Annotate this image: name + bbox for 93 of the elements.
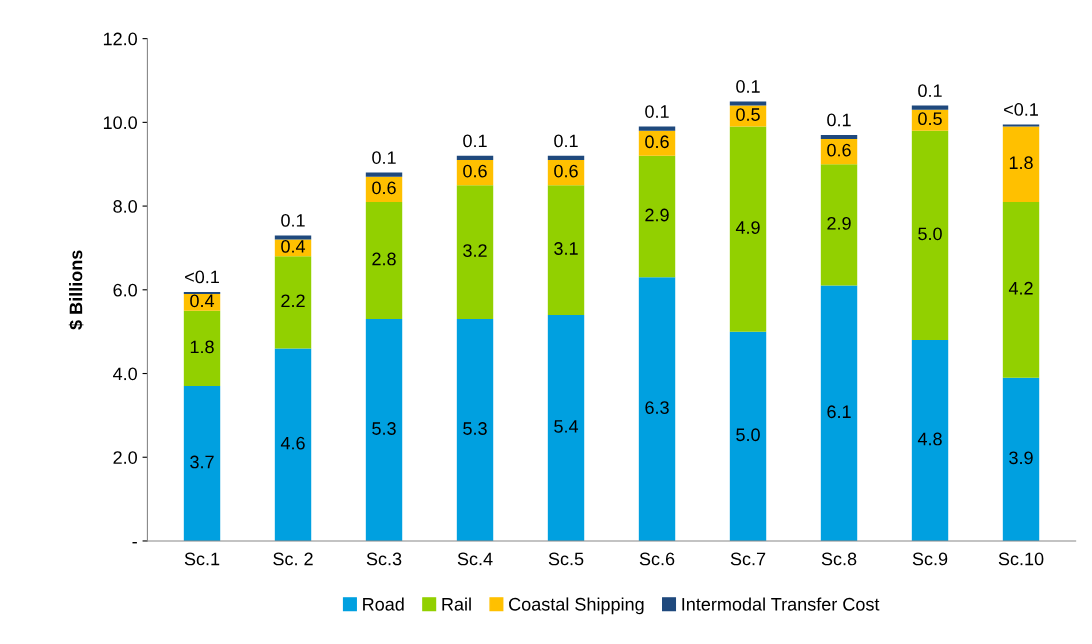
data-label: 0.1 [554, 134, 578, 148]
data-label: 4.2 [1008, 281, 1033, 295]
data-label: 3.2 [463, 244, 487, 257]
data-label: 3.9 [1009, 451, 1033, 465]
y-tick-label: 4.0 [113, 367, 137, 381]
bar [911, 130, 949, 341]
bar [456, 155, 494, 161]
bar [365, 172, 403, 177]
bar [820, 164, 858, 286]
bar [365, 201, 403, 320]
bar [547, 155, 585, 161]
bar [638, 155, 676, 278]
x-tick-label: Sc.10 [998, 552, 1044, 566]
y-tick-label: 6.0 [113, 283, 137, 297]
data-label: 0.6 [372, 181, 396, 195]
y-tick-label: 8.0 [113, 200, 137, 213]
data-label: 4.9 [735, 221, 760, 234]
y-axis-title: $ Billions [68, 250, 84, 330]
x-tick-label: Sc.8 [821, 552, 857, 566]
bar [547, 314, 585, 541]
data-label: 2.8 [372, 252, 396, 266]
data-label: 0.6 [463, 164, 487, 178]
bar [1002, 201, 1040, 378]
data-label: 0.1 [645, 105, 669, 118]
bar [638, 277, 676, 541]
y-tick-label: 12.0 [103, 32, 137, 46]
x-tick-label: Sc.3 [366, 552, 402, 566]
data-label: 6.1 [827, 405, 851, 419]
bar [274, 235, 312, 240]
x-tick-label: Sc. 2 [273, 552, 313, 566]
bar [820, 285, 858, 541]
data-label: 4.8 [917, 432, 942, 446]
x-tick-label: Sc.1 [184, 552, 220, 566]
bar [456, 319, 494, 541]
y-tick-label: 2.0 [113, 451, 137, 464]
data-label: 5.0 [736, 428, 760, 442]
data-label: 0.1 [918, 84, 942, 98]
data-label: 0.4 [281, 240, 306, 253]
data-label: 0.1 [736, 80, 760, 93]
bar [911, 340, 949, 541]
x-tick-label: Sc.6 [639, 552, 675, 566]
data-label: 5.0 [918, 227, 942, 241]
bar [183, 310, 221, 387]
x-tick-label: Sc.5 [548, 552, 584, 566]
data-label: 1.8 [1009, 156, 1033, 170]
data-label: 5.4 [554, 420, 579, 433]
bar [183, 291, 221, 294]
data-label: 3.7 [190, 455, 214, 469]
data-label: <0.1 [1004, 103, 1038, 116]
bar [456, 185, 494, 320]
legend-label: Coastal Shipping [509, 597, 644, 615]
x-tick-label: Sc.9 [912, 552, 948, 566]
bar [820, 134, 858, 140]
bar [274, 256, 312, 349]
data-label: 2.2 [281, 294, 305, 308]
data-label: 0.6 [827, 143, 851, 157]
data-label: <0.1 [185, 270, 219, 284]
y-tick-label: - [132, 542, 137, 544]
data-label: 0.6 [554, 164, 578, 178]
data-label: 0.1 [281, 214, 305, 227]
data-label: 0.1 [463, 134, 487, 148]
bar [638, 126, 676, 131]
bar [274, 348, 312, 541]
data-label: 0.5 [918, 112, 942, 126]
data-label: 3.1 [554, 242, 578, 255]
data-label: 2.9 [645, 208, 669, 222]
bar [911, 105, 949, 110]
data-label: 0.1 [827, 113, 851, 127]
bar [1002, 124, 1040, 127]
bar [365, 319, 403, 541]
data-label: 0.5 [736, 108, 760, 121]
y-tick-label: 10.0 [103, 116, 137, 130]
x-tick-label: Sc.4 [457, 552, 493, 566]
bar [729, 126, 767, 332]
data-label: 0.1 [372, 151, 396, 164]
bar [729, 331, 767, 541]
legend-label: Intermodal Transfer Cost [682, 597, 880, 611]
data-label: 5.3 [463, 422, 487, 435]
x-tick-label: Sc.7 [730, 552, 766, 566]
data-label: 1.8 [190, 340, 214, 354]
data-label: 0.4 [190, 294, 215, 308]
bar [183, 386, 221, 541]
data-label: 4.6 [280, 436, 305, 450]
data-label: 5.3 [372, 422, 396, 435]
data-label: 6.3 [645, 401, 669, 414]
legend-label: Rail [442, 597, 471, 611]
data-label: 0.6 [645, 135, 669, 149]
bar [1002, 377, 1040, 541]
data-label: 2.9 [827, 216, 851, 230]
bar [547, 185, 585, 315]
legend-label: Road [363, 597, 404, 611]
bar [1002, 126, 1040, 202]
bar [729, 101, 767, 106]
